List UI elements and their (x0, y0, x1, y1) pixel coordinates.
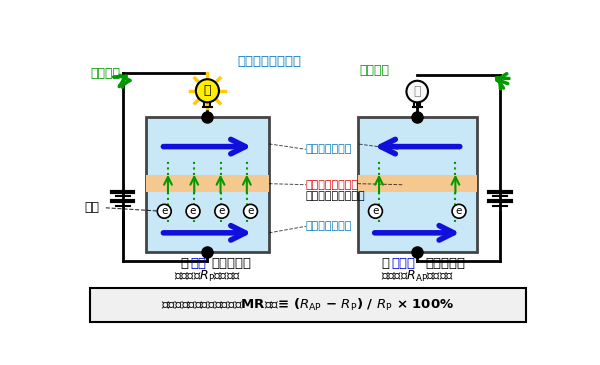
Text: 電気抵抗$R_\mathrm{AP}$：大きい: 電気抵抗$R_\mathrm{AP}$：大きい (381, 269, 454, 284)
Text: e: e (456, 206, 462, 216)
Text: ＜: ＜ (181, 257, 188, 270)
Text: 磁化状態＞: 磁化状態＞ (211, 257, 251, 270)
Text: ⧖: ⧖ (203, 84, 211, 97)
Text: 矢印：磁石の向き: 矢印：磁石の向き (237, 55, 301, 68)
Text: 【性能指数】磁気抵抗比（MR比）≡ ($R_\mathrm{AP}$ − $R_\mathrm{P}$) / $R_\mathrm{P}$ × 100%: 【性能指数】磁気抵抗比（MR比）≡ ($R_\mathrm{AP}$ − $R_… (161, 297, 454, 313)
Text: 電流：小: 電流：小 (360, 64, 390, 77)
Text: e: e (372, 206, 379, 216)
Text: 電子: 電子 (84, 201, 99, 214)
Text: e: e (247, 206, 254, 216)
Text: （極薄の絶縁体層）: （極薄の絶縁体層） (306, 191, 365, 201)
Circle shape (196, 79, 219, 102)
Circle shape (452, 204, 466, 218)
Text: 【強磁性電極】: 【強磁性電極】 (306, 144, 352, 154)
Text: 【強磁性電極】: 【強磁性電極】 (306, 221, 352, 231)
Circle shape (215, 204, 229, 218)
Circle shape (368, 204, 382, 218)
Text: 磁化状態＞: 磁化状態＞ (425, 257, 465, 270)
Text: e: e (161, 206, 167, 216)
Bar (146, 117, 269, 252)
Text: ＜: ＜ (382, 257, 390, 270)
Bar (358, 175, 477, 192)
Text: ⧖: ⧖ (413, 85, 421, 98)
Text: 平行: 平行 (190, 257, 206, 270)
Text: 反平行: 反平行 (392, 257, 416, 270)
Circle shape (157, 204, 171, 218)
Text: 電気抵抗$R_\mathrm{P}$：小さい: 電気抵抗$R_\mathrm{P}$：小さい (174, 269, 241, 284)
Text: 【トンネル障壁】: 【トンネル障壁】 (306, 180, 359, 190)
Bar (358, 117, 477, 252)
Circle shape (186, 204, 200, 218)
Text: e: e (190, 206, 196, 216)
FancyBboxPatch shape (89, 288, 526, 322)
Circle shape (406, 81, 428, 102)
Circle shape (244, 204, 257, 218)
Text: e: e (218, 206, 225, 216)
Bar (146, 175, 269, 192)
Text: 電流：大: 電流：大 (91, 67, 121, 80)
